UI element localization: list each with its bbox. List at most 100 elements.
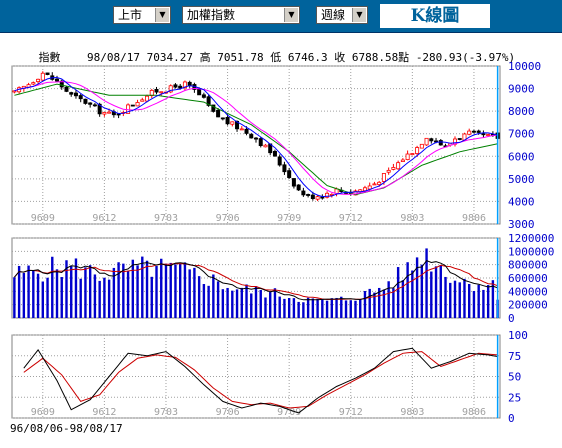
candle-body [78,95,83,100]
volume-bar [458,282,461,318]
ma-label: 移動平均線 [38,66,94,79]
candle-body [239,128,244,131]
ma20-value: MA20 6558.75 [281,66,362,79]
price-y-tick-label: 4000 [508,195,535,208]
volume-bar [197,276,201,318]
volume-bar [41,281,44,318]
kd-x-tick-label: 9609 [31,407,55,418]
volume-bar [126,270,130,318]
candle-body [415,147,420,154]
index-select-value: 加權指數 [187,8,236,22]
volume-bar [60,277,63,318]
candle-body [486,134,491,136]
indicator-dropdown-icon[interactable]: ▼ [62,242,75,254]
volume-bar [202,284,206,318]
volume-bar [207,285,210,318]
market-select[interactable]: 上市 ▼ [113,6,171,24]
toolbar: 上市 ▼ 加權指數 ▼ 週線 ▼ K線圖 [0,0,562,33]
candle-body [306,194,311,196]
volume-y-tick-label: 1200000 [508,232,554,245]
kd-y-tick-label: 75 [508,350,521,363]
volume-bar [377,287,381,318]
indicator-dropdown-icon[interactable]: ▼ [62,337,75,349]
volume-bar [321,299,324,318]
volume-bar [46,277,49,318]
kd-y-tick-label: 100 [508,329,528,342]
candle-body [201,94,206,98]
candle-body [362,187,367,192]
chevron-down-icon[interactable]: ▼ [352,8,366,22]
price-y-tick-label: 8000 [508,105,535,118]
volume-bar [482,289,485,318]
volume-bar [55,269,59,318]
volume-y-tick-label: 800000 [508,259,548,272]
candle-body [490,133,495,136]
candle-body [97,103,102,115]
volume-bar [486,285,490,318]
date-range: 96/08/06-98/08/17 [10,422,123,435]
candle-body [315,196,320,200]
volume-y-tick-label: 0 [508,312,515,325]
candle-body [88,102,93,105]
candle-body [220,117,225,120]
chevron-down-icon[interactable]: ▼ [284,8,298,22]
candle-body [396,162,401,170]
volume-y-tick-label: 600000 [508,272,548,285]
candle-body [102,112,107,115]
candle-body [467,130,472,135]
index-select[interactable]: 加權指數 ▼ [182,6,300,24]
volume-bar [174,264,177,318]
period-select[interactable]: 週線 ▼ [316,6,368,24]
candle-body [481,133,486,136]
candle-body [405,153,410,160]
volume-y-tick-label: 1000000 [508,245,554,258]
candle-body [381,173,386,182]
volume-info-row: 指標 ▼ 參數 ▼ 成交量 274692百萬 均量5 571304百萬 均量10 57… [12,228,436,267]
candle-body [386,169,391,173]
volume-bar [392,288,395,318]
info-high-label: 高 [199,51,211,64]
chevron-down-icon[interactable]: ▼ [155,8,169,22]
candle-body [400,159,405,162]
candle-body [277,156,282,166]
candle-body [429,138,434,142]
kd-x-tick-label: 9806 [462,407,486,418]
kd-x-tick-label: 9709 [277,407,301,418]
volume-bar [74,258,78,318]
ma-dropdown-icon[interactable]: ▼ [95,67,108,79]
volume-bar [434,266,438,318]
market-select-value: 上市 [118,8,143,22]
candle-body [471,130,476,133]
kd-x-tick-label: 9703 [154,407,178,418]
candle-body [367,185,372,190]
kd-y-tick-label: 25 [508,391,521,404]
candle-body [353,190,358,196]
volume-bar [193,267,196,318]
volume-bar [88,265,92,318]
param-dropdown-icon[interactable]: ▼ [100,337,113,349]
volume-bar [122,263,125,318]
volume-bar [344,300,348,318]
kd-x-tick-label: 9712 [339,407,363,418]
price-y-tick-label: 9000 [508,83,535,96]
volume-bar [65,260,68,318]
volume-bar [278,296,281,318]
volume-bar [363,291,367,318]
info-low: 6746.3 [287,51,328,64]
volume-value: 成交量 274692百萬 [121,241,223,254]
candle-body [329,193,334,196]
volume-y-tick-label: 400000 [508,285,548,298]
candle-body [235,120,240,130]
volume-bar [311,298,315,318]
volume-bar [259,289,262,318]
candle-body [107,111,112,114]
volume-bar [183,262,187,318]
candle-body [140,99,145,102]
avg10-value: 均量10 570323百萬 [332,241,437,254]
param-dropdown-icon[interactable]: ▼ [100,242,113,254]
volume-bar [250,293,253,318]
price-x-tick-label: 9703 [154,213,178,224]
candle-body [69,92,74,95]
volume-bar [273,288,277,318]
